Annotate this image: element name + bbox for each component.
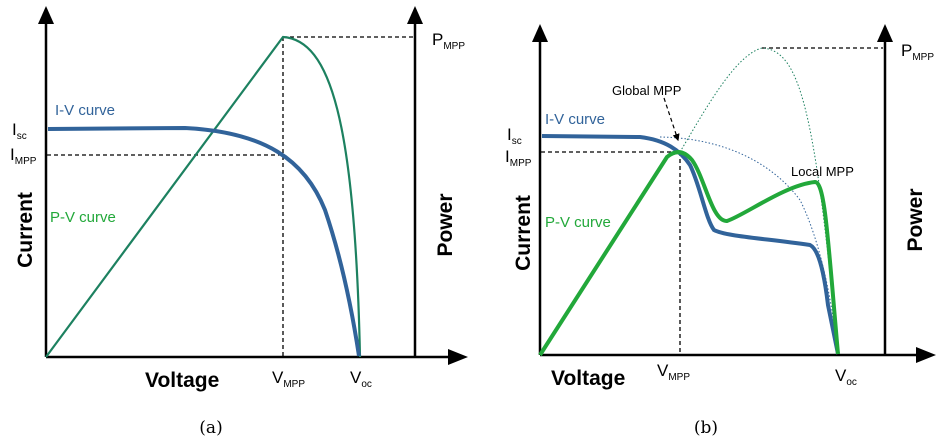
b-current-axis-arrow xyxy=(532,24,548,42)
a-pmpp-label: PMPP xyxy=(432,30,465,52)
a-pv-curve xyxy=(45,35,362,358)
a-pv-curve-label: P-V curve xyxy=(50,209,116,226)
panel-b: I-V curve P-V curve Global MPP Local MPP… xyxy=(505,24,936,438)
b-voc-label: Voc xyxy=(835,366,857,388)
a-iv-curve-label: I-V curve xyxy=(55,102,115,119)
a-impp-label: IMPP xyxy=(10,145,37,167)
b-voltage-title: Voltage xyxy=(551,367,625,390)
a-iv-curve xyxy=(47,125,361,357)
b-power-axis-arrow xyxy=(877,24,893,42)
a-current-title: Current xyxy=(14,192,37,268)
b-impp-label: IMPP xyxy=(505,147,532,169)
a-caption: (a) xyxy=(199,418,222,438)
b-current-title: Current xyxy=(512,195,535,271)
b-voltage-axis-arrow xyxy=(916,347,936,363)
b-global-mpp-arrow xyxy=(663,97,680,142)
a-voc-label: Voc xyxy=(350,368,372,390)
a-power-title: Power xyxy=(434,193,457,256)
b-iv-curve-label: I-V curve xyxy=(545,111,605,128)
b-power-title: Power xyxy=(904,188,927,251)
b-iv-uniform-dotted xyxy=(659,136,839,355)
a-voltage-title: Voltage xyxy=(145,369,219,392)
b-pv-curve xyxy=(538,150,840,357)
b-global-mpp-label: Global MPP xyxy=(612,83,681,98)
a-current-axis-arrow xyxy=(38,6,54,24)
a-voltage-axis-arrow xyxy=(448,349,468,365)
a-isc-label: Isc xyxy=(12,120,27,142)
b-isc-label: Isc xyxy=(507,125,522,147)
b-caption: (b) xyxy=(694,418,718,438)
b-local-mpp-label: Local MPP xyxy=(791,164,854,179)
b-vmpp-label: VMPP xyxy=(657,361,690,383)
a-power-axis-arrow xyxy=(407,6,423,24)
b-pv-curve-label: P-V curve xyxy=(545,214,611,231)
b-pmpp-label: PMPP xyxy=(901,41,934,63)
a-vmpp-label: VMPP xyxy=(272,368,305,390)
panel-a: I-V curve P-V curve Isc IMPP PMPP VMPP V… xyxy=(10,6,468,438)
